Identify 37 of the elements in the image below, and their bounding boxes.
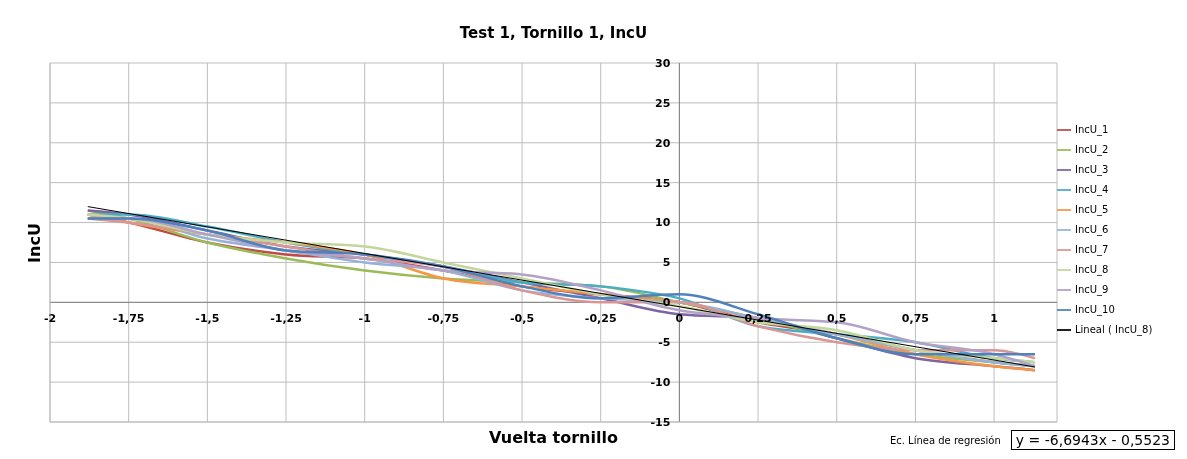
y-tick-label: 30 xyxy=(655,56,671,70)
y-tick-label: 15 xyxy=(655,176,671,190)
x-tick-label: 0,75 xyxy=(901,312,929,326)
legend-label: IncU_8 xyxy=(1075,263,1109,275)
legend-label: IncU_1 xyxy=(1075,123,1109,135)
legend-label: IncU_10 xyxy=(1075,303,1115,315)
legend-label: Lineal ( IncU_8) xyxy=(1075,323,1153,335)
x-tick-label: 0 xyxy=(675,312,684,326)
legend-label: IncU_2 xyxy=(1075,143,1109,155)
x-tick-label: -0,5 xyxy=(510,312,535,326)
x-tick-label: -1,25 xyxy=(270,312,302,326)
x-tick-label: -2 xyxy=(43,312,57,326)
x-tick-label: 1 xyxy=(990,312,998,326)
y-tick-label: 25 xyxy=(655,96,671,110)
text: Ec. Línea de regresión xyxy=(889,434,1001,446)
legend-label: IncU_3 xyxy=(1075,163,1109,175)
y-axis-title: IncU xyxy=(24,222,44,263)
legend-label: IncU_5 xyxy=(1075,203,1109,215)
y-tick-label: -15 xyxy=(650,415,671,429)
legend-label: IncU_7 xyxy=(1075,243,1109,255)
legend-label: IncU_6 xyxy=(1075,223,1109,235)
y-tick-label: 10 xyxy=(655,216,671,230)
x-tick-label: -1 xyxy=(358,312,371,326)
x-axis-title: Vuelta tornillo xyxy=(489,428,618,447)
text: y = -6,6943x - 0,5523 xyxy=(1010,430,1175,450)
y-tick-label: 5 xyxy=(662,256,671,270)
chart-title: Test 1, Tornillo 1, IncU xyxy=(458,24,649,42)
x-tick-label: -1,75 xyxy=(112,312,145,326)
legend-label: IncU_9 xyxy=(1075,283,1109,295)
x-tick-label: -0,25 xyxy=(584,312,617,326)
y-tick-label: 20 xyxy=(655,136,671,150)
x-tick-label: -0,75 xyxy=(427,312,460,326)
y-tick-label: -5 xyxy=(658,336,671,350)
x-tick-label: -1,5 xyxy=(195,312,220,326)
y-tick-label: -10 xyxy=(650,375,671,389)
x-tick-label: 0,5 xyxy=(826,312,847,326)
legend-label: IncU_4 xyxy=(1075,183,1109,195)
